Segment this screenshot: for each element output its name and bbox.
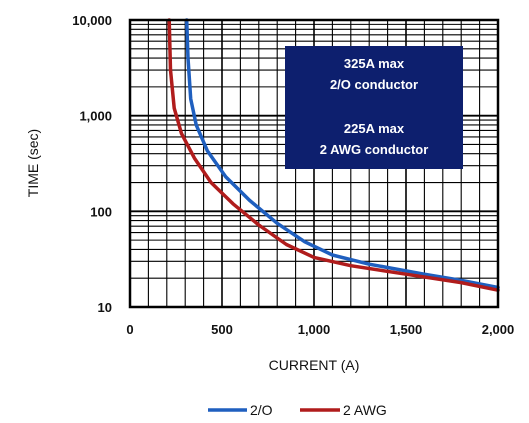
y-tick-label: 10,000 bbox=[72, 13, 112, 28]
x-tick-label: 2,000 bbox=[482, 322, 515, 337]
y-axis-label: TIME (sec) bbox=[25, 129, 41, 197]
x-tick-label: 1,500 bbox=[390, 322, 423, 337]
x-tick-label: 1,000 bbox=[298, 322, 331, 337]
plot-frame bbox=[128, 18, 500, 309]
annotation-line-2: 2/O conductor bbox=[330, 77, 418, 92]
annotation-line-4: 225A max bbox=[344, 121, 405, 136]
series-line-2-awg bbox=[167, 18, 500, 292]
annotation-background bbox=[285, 46, 463, 169]
x-axis-label: CURRENT (A) bbox=[269, 357, 360, 373]
annotation-line-5: 2 AWG conductor bbox=[320, 142, 429, 157]
annotation-line-1: 325A max bbox=[344, 56, 405, 71]
y-tick-label: 1,000 bbox=[79, 109, 112, 124]
legend: 2/O 2 AWG bbox=[208, 402, 387, 418]
x-tick-labels: 0 500 1,000 1,500 2,000 bbox=[126, 322, 514, 337]
x-tick-label: 500 bbox=[211, 322, 233, 337]
legend-label-2-0: 2/O bbox=[250, 402, 273, 418]
x-tick-label: 0 bbox=[126, 322, 133, 337]
y-tick-labels: 10 100 1,000 10,000 bbox=[72, 13, 112, 315]
legend-label-2-awg: 2 AWG bbox=[343, 402, 387, 418]
annotation-box: 325A max 2/O conductor 225A max 2 AWG co… bbox=[285, 46, 463, 169]
series-lines bbox=[167, 18, 500, 292]
y-tick-label: 100 bbox=[90, 204, 112, 219]
y-tick-label: 10 bbox=[98, 300, 112, 315]
series-line-2-0 bbox=[184, 18, 500, 290]
